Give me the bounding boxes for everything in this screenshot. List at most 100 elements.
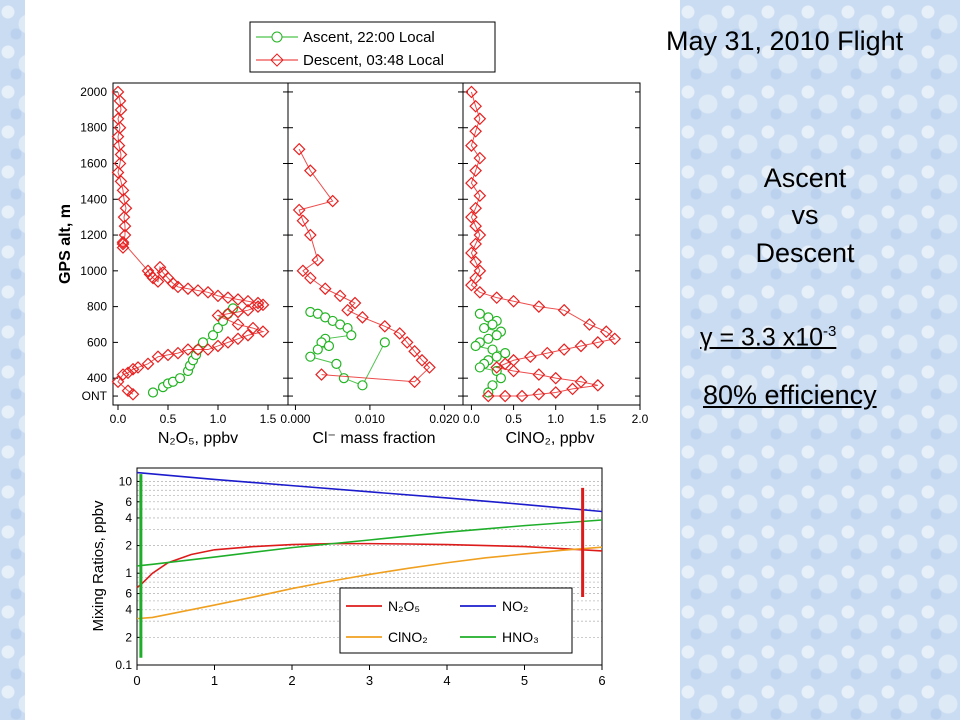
y-tick-label: 4: [125, 511, 132, 525]
ascent-point: [212, 322, 224, 334]
descent-point: [532, 387, 546, 401]
descent-point: [326, 194, 340, 208]
descent-point: [113, 94, 127, 108]
descent-point: [118, 219, 132, 233]
descent-point: [400, 336, 414, 349]
descent-point: [532, 368, 546, 381]
descent-point: [423, 361, 436, 374]
descent-point: [231, 305, 245, 319]
y-tick-label: 4: [125, 603, 132, 617]
descent-point: [111, 166, 125, 179]
descent-point: [171, 280, 185, 294]
x-tick-label: 4: [443, 673, 450, 688]
descent-point: [111, 375, 125, 389]
gamma-text: = 3.3 x10: [712, 323, 823, 352]
descent-point: [415, 353, 429, 367]
descent-point: [256, 325, 270, 339]
slide-title: May 31, 2010 Flight: [666, 26, 904, 56]
descent-point: [292, 203, 306, 217]
ascent-point: [312, 344, 323, 355]
descent-point: [473, 112, 487, 126]
descent-point: [481, 389, 495, 403]
descent-point: [465, 246, 478, 260]
descent-point: [296, 214, 310, 228]
descent-point: [515, 389, 529, 403]
descent-point: [490, 361, 504, 374]
background-right-panel: [680, 0, 960, 720]
descent-point: [507, 294, 520, 308]
descent-point: [469, 255, 482, 269]
x-tick-label: 0: [133, 673, 140, 688]
descent-point: [465, 210, 478, 224]
x-tick-label: 0.010: [355, 412, 385, 426]
descent-point: [473, 189, 487, 203]
ascent-point: [491, 330, 502, 341]
x-tick-label: 0.0: [110, 412, 127, 426]
descent-point: [221, 336, 235, 349]
ascent-point: [147, 387, 159, 398]
descent-point: [566, 382, 579, 396]
y-tick-label: 2: [125, 539, 132, 553]
y-tick-label: 2: [125, 630, 132, 644]
x-tick-label: 0.000: [280, 412, 310, 426]
descent-point: [465, 139, 478, 152]
legend-ascent-label: Ascent, 22:00 Local: [303, 29, 435, 46]
x-axis-label-cl: Cl⁻ mass fraction: [312, 430, 435, 447]
descent-point: [473, 228, 487, 242]
descent-point: [341, 303, 354, 317]
descent-point: [498, 389, 512, 403]
descent-point: [201, 343, 215, 356]
y-axis-label-altitude: GPS alt, m: [57, 204, 74, 284]
descent-point: [117, 210, 131, 224]
descent-point: [311, 253, 325, 267]
descent-point: [126, 362, 140, 376]
series-line-HNO₃: [136, 519, 603, 567]
descent-point: [201, 285, 215, 299]
legend-descent-marker: [270, 53, 284, 67]
y-tick-label: 1: [125, 566, 132, 580]
gamma-exponent: -3: [823, 323, 837, 340]
y-tick-label: 1000: [80, 264, 107, 278]
descent-point: [408, 375, 421, 389]
x-tick-label: 0.020: [429, 412, 459, 426]
descent-point: [469, 99, 482, 113]
comparison-line-1: Ascent: [763, 163, 847, 193]
ascent-point: [491, 351, 502, 362]
descent-point: [141, 264, 155, 278]
descent-point: [116, 368, 130, 381]
descent-point: [498, 357, 512, 371]
profile-line-descent: [298, 148, 431, 383]
descent-point: [221, 291, 235, 305]
descent-point: [241, 294, 255, 308]
descent-point: [608, 332, 622, 346]
descent-point: [591, 378, 605, 392]
y-tick-label: 400: [87, 371, 107, 385]
ascent-point: [379, 337, 390, 348]
descent-point: [524, 350, 537, 364]
descent-point: [490, 291, 504, 305]
profile-line-descent: [117, 91, 265, 395]
ascent-point: [305, 351, 316, 362]
descent-point: [591, 336, 605, 349]
descent-point: [166, 277, 180, 290]
descent-point: [191, 284, 205, 297]
ascent-point: [487, 319, 498, 330]
y-tick-label: 6: [125, 587, 132, 601]
descent-point: [211, 339, 225, 353]
descent-point: [469, 124, 482, 138]
ascent-point: [331, 358, 342, 369]
legend-label: N₂O₅: [388, 598, 420, 614]
descent-point: [348, 296, 362, 310]
y-tick-label: ONT: [82, 389, 108, 403]
descent-point: [292, 142, 306, 156]
descent-point: [153, 260, 167, 274]
legend-label: ClNO₂: [388, 629, 428, 645]
x-tick-label: 3: [366, 673, 373, 688]
descent-point: [333, 289, 347, 303]
ascent-point: [338, 373, 349, 384]
y-tick-label: 800: [87, 300, 107, 314]
ascent-point: [474, 308, 485, 319]
descent-point: [408, 344, 421, 358]
descent-point: [303, 164, 317, 178]
